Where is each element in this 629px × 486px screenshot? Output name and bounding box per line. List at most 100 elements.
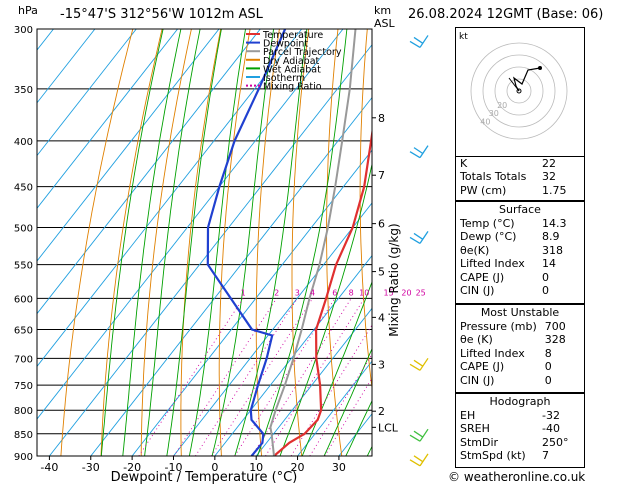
- plot-frame: [36, 28, 373, 457]
- legend-label: Wet Adiabat: [263, 64, 321, 75]
- wind-barb-staff: [419, 231, 429, 244]
- mixing-ratio-label: 1: [241, 288, 246, 297]
- x-tick-label: -40: [40, 461, 58, 474]
- x-tick-label: 0: [211, 461, 218, 474]
- table-row: Temp (°C) 14.3: [456, 217, 584, 230]
- pressure-tick-label: 300: [14, 25, 33, 36]
- mixing-ratio-label: 2: [274, 288, 279, 297]
- height-tick-label: 8: [378, 112, 385, 125]
- storm-motion-vector: [508, 77, 520, 92]
- isotherm: [173, 202, 372, 456]
- wet-adiabat: [211, 29, 275, 456]
- table-row: CAPE (J) 0: [456, 360, 584, 373]
- surface-label: Dewp (°C): [460, 230, 517, 244]
- hodograph-ring-label: 40: [480, 118, 490, 127]
- x-tick-label: 10: [249, 461, 263, 474]
- mixing-ratio-label: 25: [416, 288, 426, 297]
- surface-value: 14.3: [542, 217, 567, 230]
- surface-label: Temp (°C): [460, 217, 515, 230]
- legend-label: Dry Adiabat: [263, 56, 320, 67]
- wet-adiabat: [279, 162, 372, 456]
- wind-barb-flag: [409, 151, 421, 159]
- most-unstable-title: Most Unstable: [480, 306, 560, 319]
- hodograph-ring: [506, 78, 532, 104]
- mixing-ratio-label: 15: [384, 288, 394, 297]
- mixing-ratio-axis-label: Mixing Ratio (g/kg): [387, 223, 401, 336]
- hodograph-label: SREH: [460, 422, 490, 436]
- table-row: Totals Totals 32: [456, 170, 584, 183]
- legend-label: Temperature: [262, 30, 323, 41]
- series-temperature: [273, 127, 372, 456]
- wet-adiabat: [234, 29, 308, 456]
- isotherm: [37, 29, 137, 157]
- wet-adiabat: [100, 29, 164, 456]
- hodograph-value: 250°: [542, 435, 569, 449]
- mixing-ratio-label: 4: [310, 288, 315, 297]
- surface-value: 318: [542, 243, 563, 257]
- dry-adiabat: [100, 29, 163, 456]
- wet-adiabat: [323, 347, 372, 456]
- table-row: Dewp (°C) 8.9: [456, 230, 584, 243]
- pressure-tick-label: 550: [14, 261, 33, 272]
- wind-barb-flag: [413, 147, 424, 155]
- pressure-tick-label: 900: [14, 452, 33, 463]
- most-unstable-label: θe (K): [460, 333, 493, 347]
- pressure-tick-label: 750: [14, 381, 33, 392]
- pressure-tick-label: 500: [14, 224, 33, 235]
- isotherm: [37, 29, 303, 368]
- profile-lines: [206, 29, 372, 456]
- pressure-tick-label: 350: [14, 85, 33, 96]
- mixing-ratio-line: [138, 298, 244, 456]
- isotherm: [131, 149, 372, 456]
- pressure-tick-label: 450: [14, 183, 33, 194]
- hodograph-label: StmSpd (kt): [460, 449, 526, 463]
- height-unit-asl: ASL: [374, 17, 395, 30]
- surface-box: Surface Temp (°C) 14.3 Dewp (°C) 8.9 θe(K) 31…: [455, 201, 585, 304]
- wind-barb-flag: [413, 359, 424, 367]
- x-tick-label: -10: [164, 461, 182, 474]
- axes-layer: 1 2 3 4 6 8 10 15 20 2530035040045050055060065070…: [14, 25, 426, 474]
- most-unstable-label: Pressure (mb): [460, 320, 537, 333]
- hodograph-value: -40: [542, 422, 560, 436]
- surface-value: 0: [542, 270, 549, 284]
- x-axis-label: Dewpoint / Temperature (°C): [111, 470, 298, 485]
- x-tick-label: 20: [291, 461, 305, 474]
- table-row: Lifted Index 8: [456, 347, 584, 360]
- table-row: CAPE (J) 0: [456, 271, 584, 284]
- mixing-ratio-line: [195, 298, 298, 456]
- hodograph-value: -32: [542, 409, 560, 422]
- wind-barb-staff: [419, 453, 429, 467]
- table-row: Pressure (mb) 700: [456, 320, 584, 333]
- surface-title: Surface: [499, 203, 541, 216]
- wind-barb-staff: [419, 357, 429, 371]
- table-row: K 22: [456, 157, 584, 170]
- table-row: SREH -40: [456, 422, 584, 435]
- table-row: CIN (J) 0: [456, 284, 584, 297]
- most-unstable-value: 0: [544, 373, 552, 387]
- mixing-ratio-line: [265, 298, 365, 456]
- hodograph-label: StmDir: [460, 435, 499, 449]
- surface-label: θe(K): [460, 243, 490, 257]
- wet-adiabat: [166, 29, 222, 456]
- wet-adiabat: [257, 29, 348, 456]
- mixing-ratio-line: [290, 324, 372, 456]
- hodograph-table-box: Hodograph EH -32 SREH -40 StmDir 250° StmSpd (…: [455, 393, 585, 468]
- surface-value: 14: [542, 257, 556, 271]
- dry-adiabat: [140, 29, 192, 456]
- wind-barb-flag: [413, 232, 424, 240]
- mixing-ratio-label: 8: [349, 288, 354, 297]
- hodograph-label: EH: [460, 409, 476, 422]
- surface-label: Lifted Index: [460, 257, 525, 271]
- wet-adiabat: [144, 29, 201, 456]
- isotherm: [37, 29, 96, 104]
- mixing-ratio-line: [211, 298, 313, 456]
- most-unstable-value: 700: [544, 320, 566, 333]
- mixing-ratio-label: 6: [332, 288, 337, 297]
- surface-label: CIN (J): [460, 284, 495, 298]
- height-tick-label: 6: [378, 218, 385, 231]
- pressure-unit-label: hPa: [18, 4, 38, 17]
- wet-adiabat: [122, 29, 182, 456]
- height-tick-label: 3: [378, 358, 385, 371]
